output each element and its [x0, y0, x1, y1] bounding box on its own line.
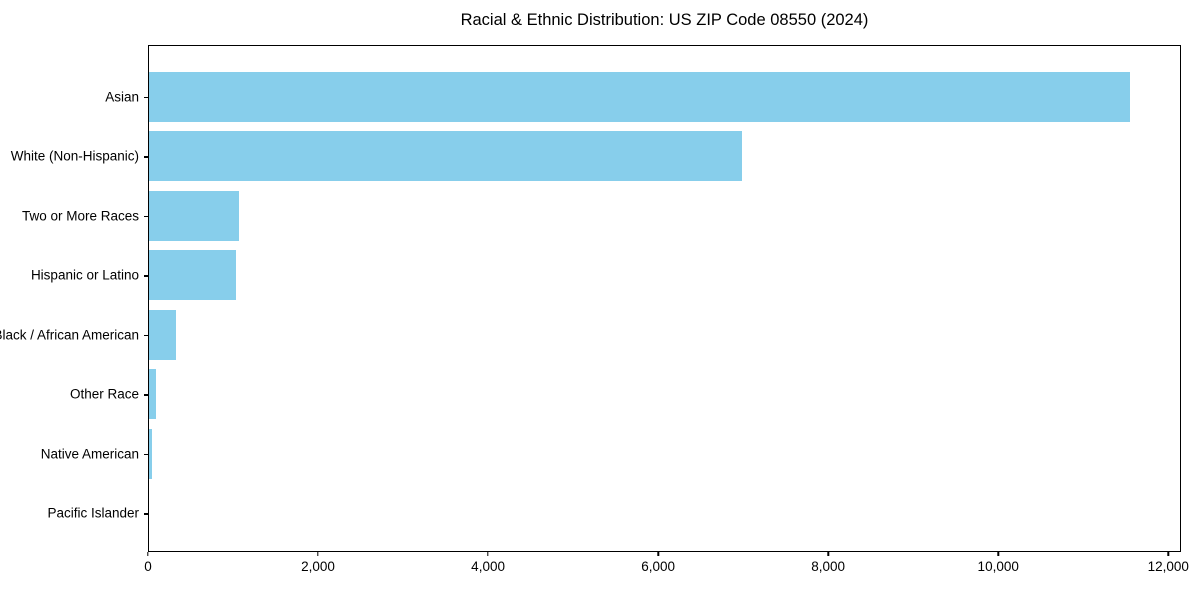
bar-row: Other Race: [70, 365, 1180, 425]
bar: [149, 369, 157, 420]
bar: [149, 190, 239, 241]
bar-row: Pacific Islander: [47, 484, 1180, 544]
y-tick-mark: [144, 275, 148, 277]
x-tick-mark: [147, 552, 149, 556]
x-tick-mark: [1167, 552, 1169, 556]
x-tick-label: 12,000: [1147, 559, 1189, 574]
category-label: Pacific Islander: [47, 505, 139, 521]
x-tick-label: 10,000: [977, 559, 1019, 574]
x-tick-mark: [997, 552, 999, 556]
bar-rows-container: Asian White (Non-Hispanic) Two or More Rac…: [0, 46, 1180, 551]
bar-row: Hispanic or Latino: [31, 246, 1180, 306]
x-axis: 0 2,000 4,000 6,000 8,000 10,000 12,000: [144, 552, 1189, 582]
bar-row: Two or More Races: [22, 186, 1180, 246]
category-label: Native American: [40, 446, 139, 462]
y-tick-mark: [144, 334, 148, 337]
x-tick-label: 0: [144, 559, 152, 574]
x-tick-label: 4,000: [471, 559, 505, 574]
y-tick-mark: [144, 394, 148, 396]
bar: [149, 309, 176, 360]
bar-row: Asian: [105, 67, 1180, 127]
y-tick-mark: [144, 513, 148, 515]
bar: [149, 131, 743, 182]
bar: [149, 428, 152, 479]
x-tick-mark: [827, 552, 829, 556]
category-label: Black / African American: [0, 327, 139, 343]
category-label: Asian: [105, 89, 139, 105]
category-label: Other Race: [69, 386, 139, 402]
y-tick-mark: [144, 215, 148, 218]
x-tick-label: 2,000: [301, 559, 335, 574]
y-tick-mark: [144, 96, 148, 99]
x-tick-mark: [657, 552, 659, 556]
bar-row: White (Non-Hispanic): [11, 127, 1180, 187]
category-label: Two or More Races: [21, 208, 139, 224]
bar-row: Native American: [41, 424, 1180, 484]
x-tick-label: 8,000: [811, 559, 846, 574]
category-label: White (Non-Hispanic): [10, 148, 139, 164]
category-label: Hispanic or Latino: [30, 267, 139, 283]
bar: [149, 250, 237, 301]
bar-row: Black / African American: [0, 305, 1180, 365]
plot-area: Asian White (Non-Hispanic) Two or More Rac…: [0, 45, 1181, 552]
y-tick-mark: [144, 156, 148, 158]
x-tick-label: 6,000: [641, 559, 676, 574]
chart-title: Racial & Ethnic Distribution: US ZIP Cod…: [460, 11, 869, 29]
bar: [149, 71, 1130, 122]
x-tick-mark: [487, 552, 489, 556]
y-tick-mark: [144, 453, 148, 456]
x-tick-mark: [317, 552, 319, 556]
